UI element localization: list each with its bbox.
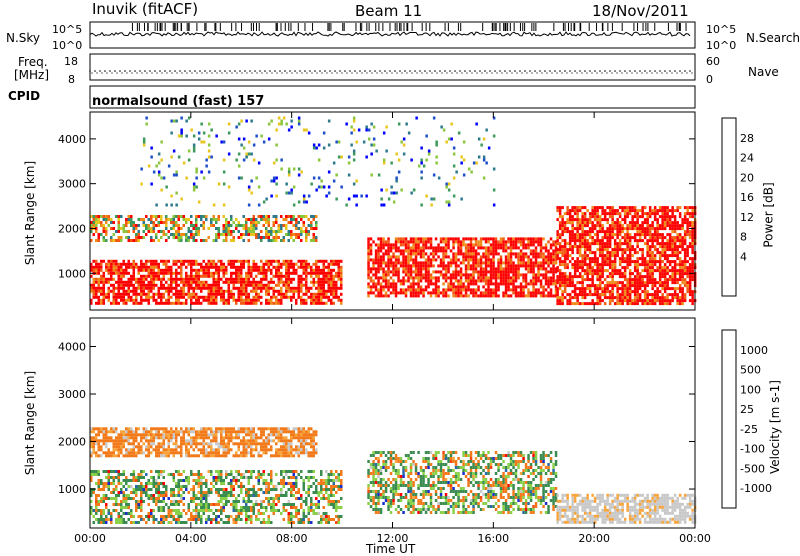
colorbar-tick-label: 16	[740, 191, 754, 204]
velocity-cbar-label: Velocity [m s-1]	[768, 380, 782, 474]
colorbar-tick-label: 25	[740, 403, 754, 416]
x-tick-label: 16:00	[477, 532, 509, 545]
y-tick-label: 3000	[58, 388, 86, 401]
colorbar-tick-label: 4	[740, 250, 747, 263]
cpid-panel-frame	[90, 86, 695, 108]
colorbar-tick-label: 500	[740, 364, 761, 377]
colorbar-tick-label: -100	[740, 443, 765, 456]
y-tick-label: 2000	[58, 436, 86, 449]
velocity-heatmap-cells	[90, 427, 696, 524]
y-tick-label: 3000	[58, 178, 86, 191]
power-ylabel: Slant Range [km]	[23, 161, 37, 265]
freq-panel-frame	[90, 54, 695, 80]
x-axis-label: Time UT	[366, 543, 415, 555]
colorbar-tick-label: 8	[740, 231, 747, 244]
y-tick-label: 2000	[58, 222, 86, 235]
power-colorbar: 28 24 20 16 12 8 4	[722, 118, 754, 296]
y-tick-label: 4000	[58, 341, 86, 354]
colorbar-tick-label: 1000	[740, 344, 768, 357]
y-tick-label: 1000	[58, 483, 86, 496]
power-heatmap-cells	[90, 117, 696, 306]
y-tick-label: 4000	[58, 133, 86, 146]
y-tick-label: 1000	[58, 267, 86, 280]
colorbar-tick-label: 20	[740, 171, 754, 184]
colorbar-tick-label: 28	[740, 132, 754, 145]
colorbar-tick-label: -500	[740, 462, 765, 475]
x-tick-label: 00:00	[74, 532, 106, 545]
x-tick-label: 00:00	[679, 532, 711, 545]
x-tick-label: 04:00	[175, 532, 207, 545]
colorbar-tick-label: -25	[740, 423, 758, 436]
nsky-trace	[90, 23, 690, 36]
colorbar-tick-label: 100	[740, 383, 761, 396]
colorbar-tick-label: 24	[740, 152, 754, 165]
x-tick-label: 08:00	[276, 532, 308, 545]
velocity-colorbar: 1000 500 100 25 -25 -100 -500 -1000	[722, 330, 772, 508]
x-tick-label: 20:00	[578, 532, 610, 545]
velocity-ylabel: Slant Range [km]	[23, 371, 37, 475]
colorbar-tick-label: 12	[740, 211, 754, 224]
nave-trace	[89, 70, 692, 73]
colorbar-tick-label: -1000	[740, 482, 772, 495]
power-cbar-label: Power [dB]	[762, 182, 776, 247]
